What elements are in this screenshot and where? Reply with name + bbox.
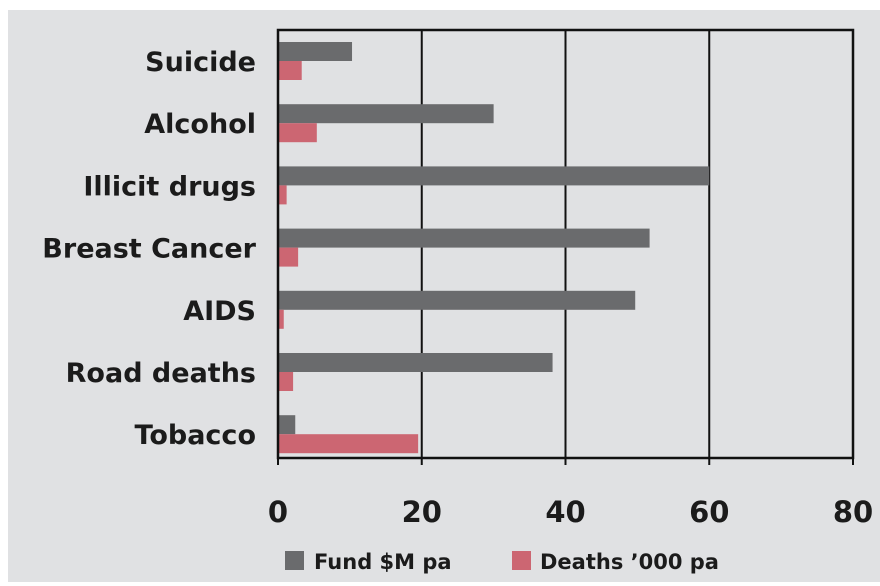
legend-label-fund: Fund $M pa <box>314 550 452 574</box>
bar-chart: Suicide Alcohol Illicit drugs Breast Cancer… <box>42 28 873 574</box>
bar-fund-illicit-drugs <box>278 166 710 186</box>
x-tick-label: 80 <box>833 495 873 529</box>
bar-deaths-road-deaths <box>278 372 294 391</box>
category-label-alcohol: Alcohol <box>144 109 256 140</box>
legend-label-deaths: Deaths ’000 pa <box>540 550 719 574</box>
bar-fund-breast-cancer <box>278 228 650 248</box>
category-label-illicit-drugs: Illicit drugs <box>83 171 256 202</box>
bar-fund-road-deaths <box>278 353 553 372</box>
bar-deaths-aids <box>278 309 284 329</box>
chart-panel: Suicide Alcohol Illicit drugs Breast Cancer… <box>8 10 880 582</box>
bar-deaths-suicide <box>278 61 302 80</box>
x-tick-label: 60 <box>689 495 729 529</box>
x-tick-label: 40 <box>545 495 585 529</box>
bar-deaths-breast-cancer <box>278 247 299 267</box>
bar-deaths-illicit-drugs <box>278 185 287 205</box>
category-label-aids: AIDS <box>183 296 256 327</box>
legend-swatch-fund <box>285 551 304 570</box>
category-label-tobacco: Tobacco <box>135 420 257 451</box>
category-label-suicide: Suicide <box>145 47 256 78</box>
bar-fund-aids <box>278 290 636 310</box>
bar-fund-tobacco <box>278 415 296 435</box>
category-label-breast-cancer: Breast Cancer <box>42 234 256 265</box>
x-tick-label: 0 <box>268 495 288 529</box>
bar-fund-alcohol <box>278 104 494 124</box>
legend-swatch-deaths <box>512 551 531 570</box>
bar-deaths-tobacco <box>278 434 419 454</box>
bar-fund-suicide <box>278 42 353 61</box>
bar-deaths-alcohol <box>278 123 317 143</box>
category-label-road-deaths: Road deaths <box>66 358 256 389</box>
x-tick-label: 20 <box>402 495 442 529</box>
